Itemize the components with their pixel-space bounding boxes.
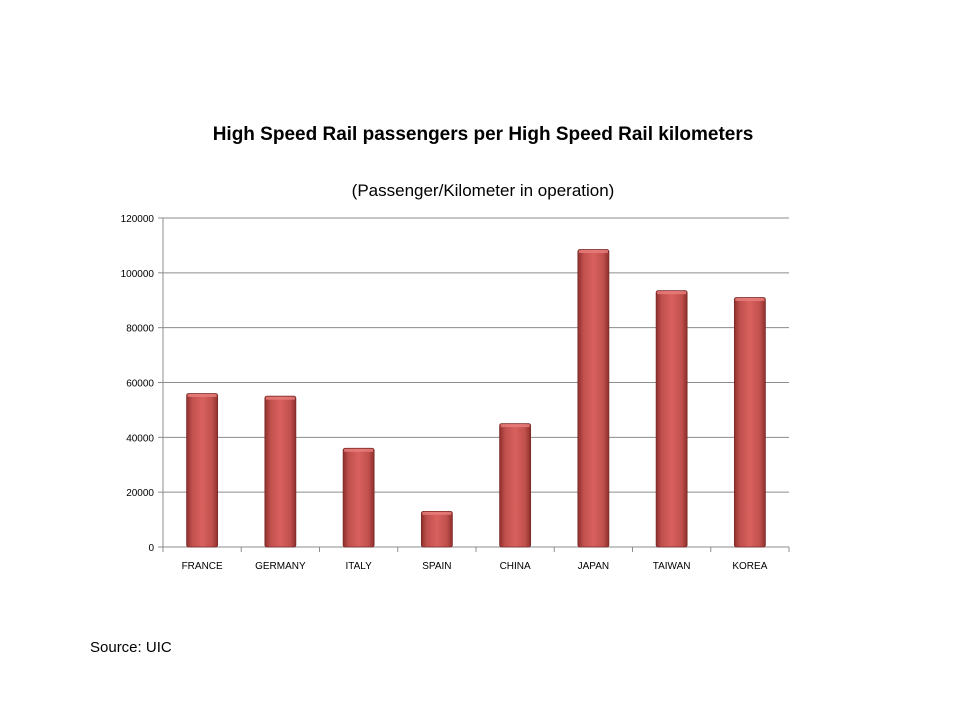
bar-top-bevel (735, 298, 765, 302)
axes (158, 217, 790, 552)
y-tick-label: 20000 (126, 488, 154, 499)
bar-france (186, 393, 219, 548)
y-tick-label: 60000 (126, 379, 154, 390)
y-tick-labels: 0 20000 40000 60000 80000 100000 120000 (121, 214, 155, 554)
y-tick-label: 120000 (121, 214, 155, 225)
x-tick-label: ITALY (345, 561, 372, 572)
x-tick-label: JAPAN (578, 561, 610, 572)
y-tick-label: 40000 (126, 433, 154, 444)
bar-top-bevel (344, 448, 374, 452)
x-tick-label: GERMANY (255, 561, 306, 572)
bar-germany (264, 395, 297, 548)
gridlines (163, 217, 789, 493)
x-tick-label: FRANCE (182, 561, 223, 572)
x-tick-label: TAIWAN (653, 561, 691, 572)
chart-title: High Speed Rail passengers per High Spee… (212, 124, 754, 145)
bar-top-bevel (657, 291, 687, 295)
chart-subtitle: (Passenger/Kilometer in operation) (351, 181, 615, 200)
x-tick-label: CHINA (500, 561, 531, 572)
x-tick-label: KOREA (732, 561, 767, 572)
bar-china (499, 423, 532, 548)
bar-top-bevel (500, 424, 530, 428)
bar-top-bevel (422, 511, 452, 515)
bar-taiwan (655, 290, 688, 548)
bar-top-bevel (265, 396, 295, 400)
y-tick-label: 100000 (121, 269, 155, 280)
bar-top-bevel (578, 250, 608, 254)
bar-japan (577, 249, 610, 548)
bar-spain (420, 510, 453, 548)
bar-korea (733, 297, 766, 548)
bar-top-bevel (187, 393, 217, 397)
x-tick-labels: FRANCE GERMANY ITALY SPAIN CHINA JAPAN TAIWAN K… (182, 561, 768, 572)
x-tick-label: SPAIN (422, 561, 451, 572)
bars (186, 249, 766, 548)
y-tick-label: 80000 (126, 324, 154, 335)
y-tick-label: 0 (148, 543, 154, 554)
bar-italy (342, 447, 375, 548)
source-note: Source: UIC (90, 639, 172, 656)
